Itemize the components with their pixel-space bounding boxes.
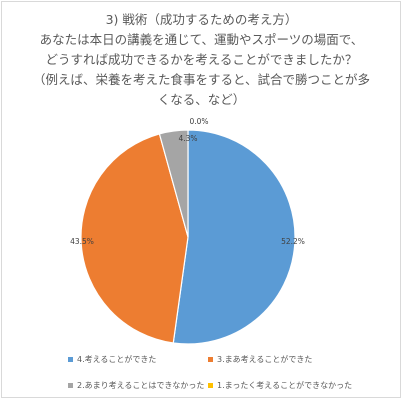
legend-swatch	[68, 357, 73, 362]
legend-label: 4.考えることができた	[77, 355, 157, 364]
pie-data-label: 0.0%	[189, 117, 208, 126]
legend-swatch	[208, 357, 213, 362]
chart-title-line: くなる、など）	[157, 92, 246, 107]
legend-swatch	[208, 383, 213, 388]
pie-slices	[80, 129, 296, 345]
legend-item: 4.考えることができた	[68, 354, 156, 365]
pie-data-labels: 52.2% 43.5% 4.3% 0.0%	[70, 117, 305, 246]
chart-title-line: （例えば、栄養を考えた食事をすると、試合で勝つことが多	[32, 72, 370, 87]
legend-item: 1.まったく考えることができなかった	[208, 380, 352, 391]
chart-title: 3) 戦術（成功するための考え方） あなたは本日の講義を通じて、運動やスポーツの…	[0, 10, 403, 110]
pie-data-label: 52.2%	[281, 237, 305, 246]
pie-slice	[158, 129, 189, 238]
legend-swatch	[68, 383, 73, 388]
legend-label: 1.まったく考えることができなかった	[217, 381, 353, 390]
chart-title-line: どうすれば成功できるかを考えることができましたか？	[45, 52, 358, 67]
chart-title-line: 3) 戦術（成功するための考え方）	[105, 12, 298, 27]
legend-label: 3.まあ考えることができた	[217, 355, 313, 364]
chart-title-line: あなたは本日の講義を通じて、運動やスポーツの場面で、	[39, 32, 364, 47]
pie-slice	[172, 129, 296, 345]
pie-data-label: 43.5%	[70, 237, 94, 246]
legend-item: 2.あまり考えることはできなかった	[68, 380, 204, 391]
pie-data-label: 4.3%	[178, 134, 197, 143]
legend-item: 3.まあ考えることができた	[208, 354, 312, 365]
pie-slice	[80, 133, 189, 344]
legend-label: 2.あまり考えることはできなかった	[77, 381, 205, 390]
